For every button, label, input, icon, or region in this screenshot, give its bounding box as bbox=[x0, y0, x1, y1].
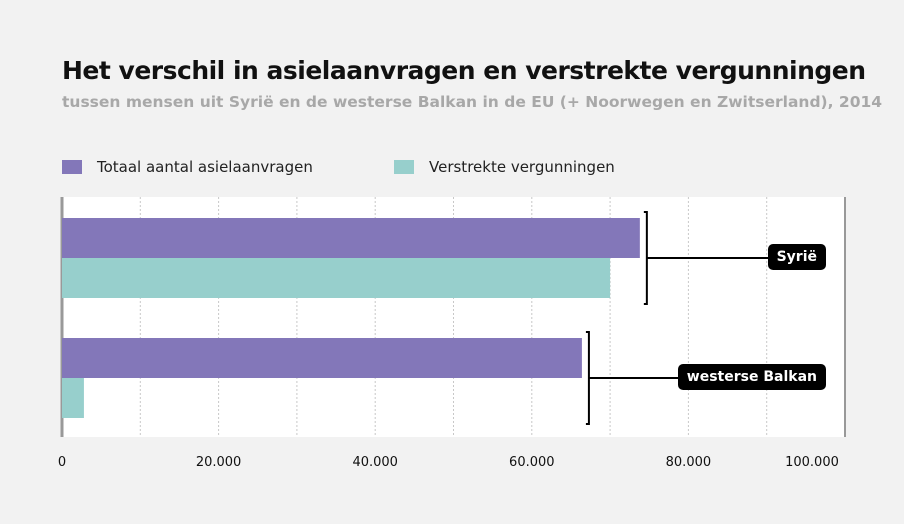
bar-vergunningen bbox=[62, 378, 84, 418]
x-tick-label: 60.000 bbox=[509, 455, 555, 470]
legend-item-vergunningen: Verstrekte vergunningen bbox=[394, 158, 615, 176]
x-tick-label: 40.000 bbox=[352, 455, 398, 470]
x-tick-label: 100.000 bbox=[785, 455, 839, 470]
chart-subtitle: tussen mensen uit Syrië en de westerse B… bbox=[62, 93, 883, 111]
category-label: westerse Balkan bbox=[677, 364, 826, 390]
legend-swatch bbox=[394, 160, 414, 174]
x-tick-label: 80.000 bbox=[666, 455, 712, 470]
legend-swatch bbox=[62, 160, 82, 174]
legend-label: Totaal aantal asielaanvragen bbox=[97, 158, 313, 176]
bar-aanvragen bbox=[62, 218, 640, 258]
legend-item-aanvragen: Totaal aantal asielaanvragen bbox=[62, 158, 313, 176]
legend-label: Verstrekte vergunningen bbox=[429, 158, 615, 176]
bar-vergunningen bbox=[62, 258, 611, 298]
x-tick-label: 0 bbox=[58, 455, 66, 470]
chart-title: Het verschil in asielaanvragen en verstr… bbox=[62, 56, 866, 85]
category-label: Syrië bbox=[767, 244, 826, 270]
x-tick-label: 20.000 bbox=[196, 455, 242, 470]
bar-aanvragen bbox=[62, 338, 582, 378]
